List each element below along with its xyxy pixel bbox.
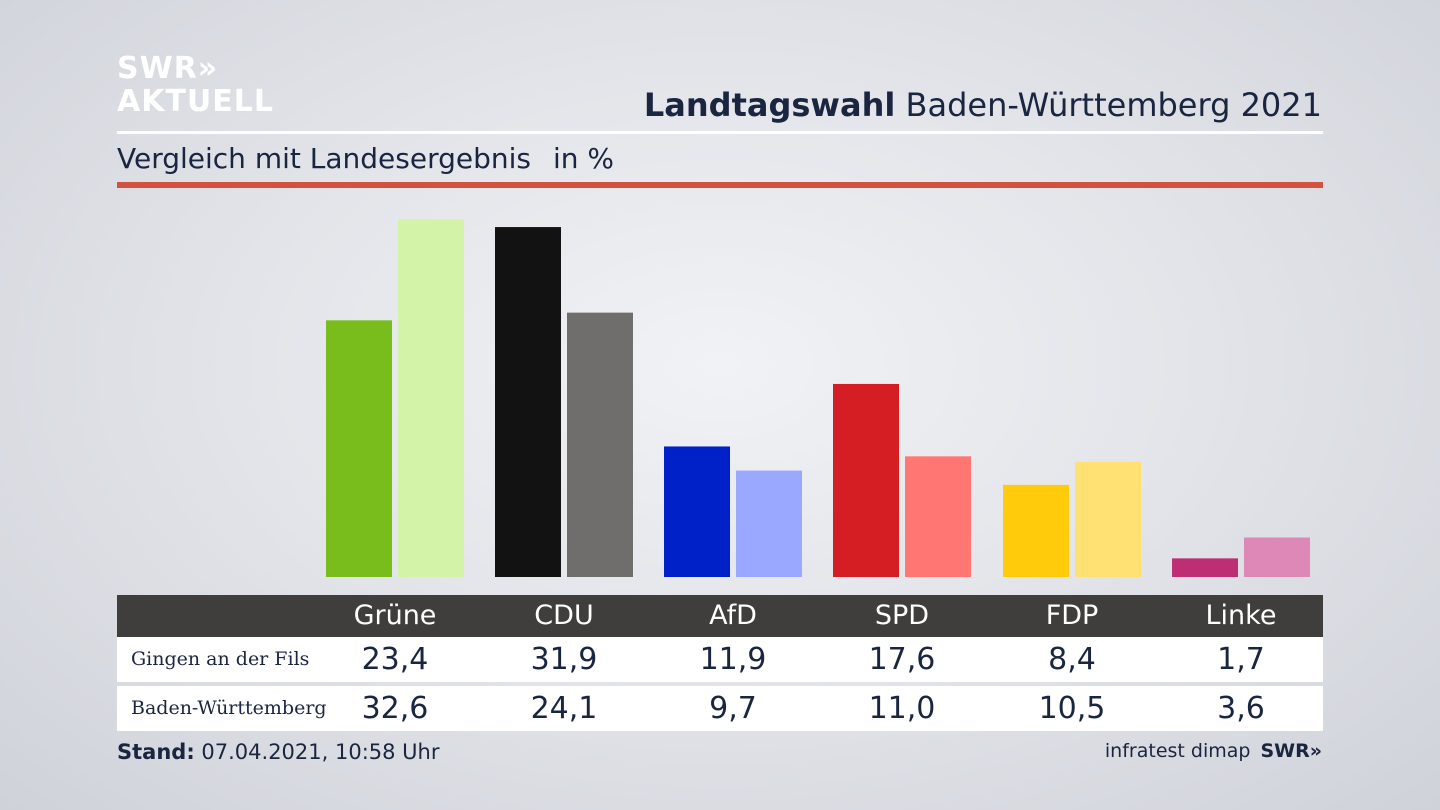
value-spd-baden-wuerttemberg: 11,0 (868, 691, 936, 726)
value-afd-baden-wuerttemberg: 9,7 (709, 691, 757, 726)
value-linke-baden-wuerttemberg: 3,6 (1217, 691, 1265, 726)
value-cdu-baden-wuerttemberg: 24,1 (530, 691, 598, 726)
column-header-gruene: Grüne (353, 600, 437, 631)
bar-fdp-gingen-an-der-fils (1003, 484, 1069, 577)
bar-spd-gingen-an-der-fils (833, 383, 899, 577)
value-afd-gingen-an-der-fils: 11,9 (699, 642, 767, 677)
logo-line-1: SWR» (117, 51, 219, 86)
swr-aktuell-logo: SWR» AKTUELL (117, 54, 274, 117)
stand-label: Stand: (117, 740, 195, 764)
timestamp: Stand: 07.04.2021, 10:58 Uhr (117, 740, 440, 764)
swr-brand: SWR» (1260, 740, 1322, 762)
accent-divider (117, 182, 1323, 188)
bar-gruene-baden-wuerttemberg (398, 219, 464, 577)
chart-title-bold: Landtagswahl (643, 86, 896, 124)
logo-line-2: AKTUELL (117, 84, 275, 119)
value-spd-gingen-an-der-fils: 17,6 (868, 642, 936, 677)
value-fdp-baden-wuerttemberg: 10,5 (1038, 691, 1106, 726)
row-label-bw: Baden-Württemberg (131, 697, 327, 719)
bar-gruene-gingen-an-der-fils (326, 320, 392, 577)
title-divider (117, 131, 1323, 134)
table-header: Grüne CDU AfD SPD FDP Linke (117, 595, 1323, 637)
column-header-spd: SPD (874, 600, 930, 631)
chart-title-rest: Baden-Württemberg 2021 (895, 86, 1323, 124)
source-credit: infratest dimap SWR» (1105, 740, 1322, 762)
bar-afd-baden-wuerttemberg (736, 470, 802, 577)
column-header-cdu: CDU (534, 600, 594, 631)
bar-cdu-gingen-an-der-fils (495, 227, 561, 578)
bar-afd-gingen-an-der-fils (664, 446, 730, 577)
bar-linke-baden-wuerttemberg (1244, 537, 1310, 577)
chart-title: Landtagswahl Baden-Württemberg 2021 (644, 86, 1322, 124)
value-gruene-baden-wuerttemberg: 32,6 (361, 691, 429, 726)
value-fdp-gingen-an-der-fils: 8,4 (1048, 642, 1096, 677)
source-text: infratest dimap (1104, 740, 1251, 762)
stand-value: 07.04.2021, 10:58 Uhr (194, 740, 440, 764)
chart-subtitle: Vergleich mit Landesergebnis in % (117, 142, 614, 175)
value-gruene-gingen-an-der-fils: 23,4 (361, 642, 429, 677)
column-header-afd: AfD (709, 600, 757, 631)
bar-linke-gingen-an-der-fils (1172, 558, 1238, 577)
column-header-linke: Linke (1205, 600, 1277, 631)
table-row-bw: Baden-Württemberg 32,6 24,1 9,7 11,0 10,5 3,6 (117, 686, 1323, 731)
value-cdu-gingen-an-der-fils: 31,9 (530, 642, 598, 677)
row-label-gingen: Gingen an der Fils (131, 648, 310, 670)
subtitle-text: Vergleich mit Landesergebnis (117, 142, 531, 175)
bar-spd-baden-wuerttemberg (905, 456, 971, 577)
value-linke-gingen-an-der-fils: 1,7 (1217, 642, 1265, 677)
results-table: Grüne CDU AfD SPD FDP Linke Gingen an der Fil… (117, 595, 1323, 731)
column-header-fdp: FDP (1045, 600, 1099, 631)
unit-label: in % (552, 142, 615, 175)
table-row-gingen: Gingen an der Fils 23,4 31,9 11,9 17,6 8,4 1,… (117, 637, 1323, 682)
bar-cdu-baden-wuerttemberg (567, 312, 633, 577)
bar-fdp-baden-wuerttemberg (1075, 461, 1141, 577)
